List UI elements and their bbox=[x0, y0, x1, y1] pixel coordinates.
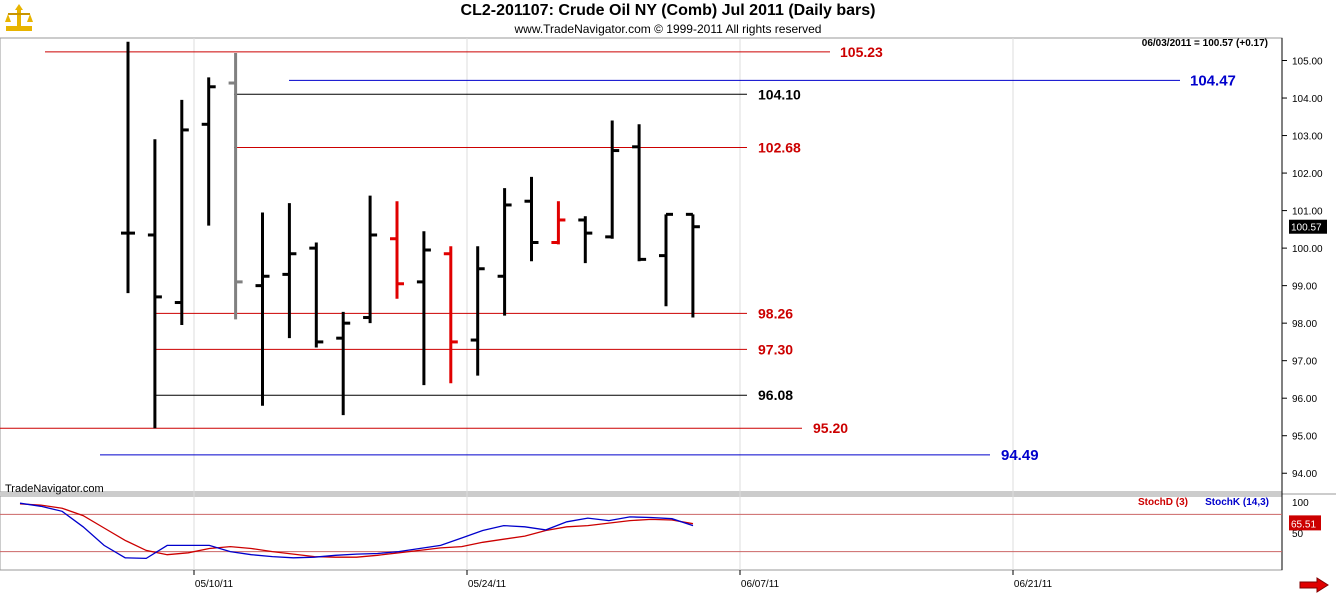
price-level-label: 97.30 bbox=[758, 341, 793, 357]
ohlc-bar bbox=[632, 124, 647, 262]
price-level-label: 95.20 bbox=[813, 420, 848, 436]
price-level-label: 104.47 bbox=[1190, 72, 1236, 89]
stochastic-legend-label: StochK (14,3) bbox=[1205, 497, 1269, 508]
stochastic-legend-label: StochD (3) bbox=[1138, 497, 1188, 508]
price-level-label: 94.49 bbox=[1001, 447, 1039, 464]
price-level-label: 102.68 bbox=[758, 140, 801, 156]
stochastic-last-value-label: 65.51 bbox=[1291, 519, 1316, 530]
stochastic-last-value-box bbox=[1289, 515, 1321, 531]
price-level-label: 98.26 bbox=[758, 305, 793, 321]
ohlc-bar bbox=[282, 203, 297, 339]
trade-navigator-logo-icon bbox=[5, 4, 33, 31]
ohlc-bar bbox=[147, 139, 162, 429]
watermark-label: TradeNavigator.com bbox=[5, 483, 104, 495]
y-tick-label: 97.00 bbox=[1292, 357, 1317, 368]
stochastic-y-tick-label: 100 bbox=[1292, 498, 1309, 509]
ohlc-bar bbox=[390, 201, 404, 299]
ohlc-bar bbox=[497, 188, 512, 316]
ohlc-bar bbox=[363, 195, 378, 324]
y-tick-label: 103.00 bbox=[1292, 132, 1323, 143]
stochastic-series-line bbox=[19, 502, 694, 560]
ohlc-bar bbox=[524, 176, 539, 262]
y-tick-label: 102.00 bbox=[1292, 169, 1323, 180]
last-price-box bbox=[1289, 219, 1327, 234]
ohlc-bar bbox=[659, 212, 673, 307]
price-level-label: 104.10 bbox=[758, 86, 801, 102]
y-tick-label: 96.00 bbox=[1292, 394, 1317, 405]
ohlc-bar bbox=[174, 99, 189, 326]
ohlc-bar bbox=[121, 41, 135, 294]
ohlc-bar bbox=[470, 246, 485, 376]
last-price-label: 100.57 bbox=[1291, 223, 1322, 234]
ohlc-bar bbox=[578, 216, 593, 264]
ohlc-bar bbox=[201, 77, 216, 226]
y-tick-label: 94.00 bbox=[1292, 469, 1317, 480]
ohlc-bar bbox=[443, 246, 458, 384]
last-quote-label: 06/03/2011 = 100.57 (+0.17) bbox=[1142, 38, 1268, 49]
ohlc-bar bbox=[685, 212, 700, 318]
y-tick-label: 99.00 bbox=[1292, 282, 1317, 293]
ohlc-bar bbox=[416, 231, 431, 386]
x-tick-label: 05/24/11 bbox=[468, 579, 507, 590]
y-tick-label: 101.00 bbox=[1292, 207, 1323, 218]
x-tick-label: 06/07/11 bbox=[741, 579, 780, 590]
ohlc-bar bbox=[255, 212, 270, 406]
x-tick-label: 05/10/11 bbox=[195, 579, 234, 590]
chart-title: CL2-201107: Crude Oil NY (Comb) Jul 2011… bbox=[460, 2, 876, 19]
y-tick-label: 105.00 bbox=[1292, 57, 1323, 68]
y-tick-label: 104.00 bbox=[1292, 94, 1323, 105]
y-tick-label: 98.00 bbox=[1292, 319, 1317, 330]
stochastic-series-line bbox=[19, 503, 694, 558]
y-tick-label: 95.00 bbox=[1292, 432, 1317, 443]
price-level-label: 105.23 bbox=[840, 44, 883, 60]
price-pane-frame bbox=[0, 37, 1283, 493]
stochastic-y-tick-label: 50 bbox=[1292, 529, 1304, 540]
scroll-right-arrow-icon[interactable] bbox=[1299, 577, 1329, 593]
ohlc-bar bbox=[551, 201, 566, 245]
ohlc-bar bbox=[228, 53, 243, 320]
ohlc-bar bbox=[605, 120, 620, 239]
ohlc-bar bbox=[309, 242, 324, 348]
y-tick-label: 100.00 bbox=[1292, 244, 1323, 255]
price-level-label: 96.08 bbox=[758, 387, 793, 403]
chart-subtitle: www.TradeNavigator.com © 1999-2011 All r… bbox=[514, 22, 822, 36]
stochastic-pane-frame bbox=[0, 495, 1283, 571]
x-tick-label: 06/21/11 bbox=[1014, 579, 1053, 590]
ohlc-bar bbox=[336, 311, 351, 416]
